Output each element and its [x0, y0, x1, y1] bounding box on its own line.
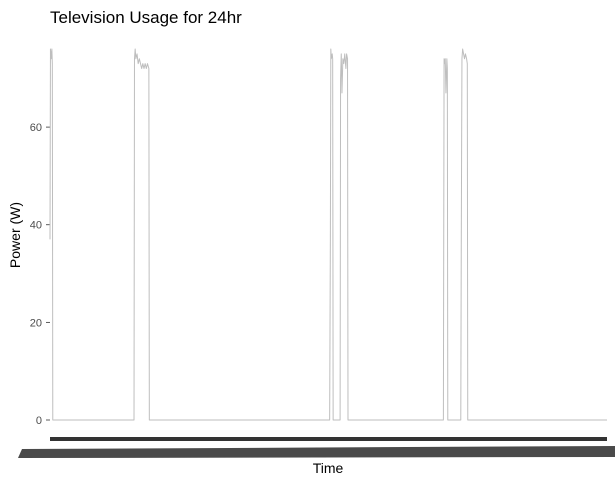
x-axis-title: Time — [313, 460, 344, 476]
y-axis-title: Power (W) — [7, 202, 23, 268]
y-tick-label: 60 — [30, 122, 42, 134]
chart-title: Television Usage for 24hr — [50, 8, 242, 27]
x-axis-line — [50, 437, 607, 441]
y-tick-label: 0 — [36, 415, 42, 427]
series-line — [49, 48, 607, 421]
y-tick-label: 40 — [30, 220, 42, 232]
x-tick-labels-overlapped — [18, 446, 615, 458]
y-tick-label: 20 — [30, 317, 42, 329]
plot-area: 0 20 40 60 — [18, 48, 615, 458]
